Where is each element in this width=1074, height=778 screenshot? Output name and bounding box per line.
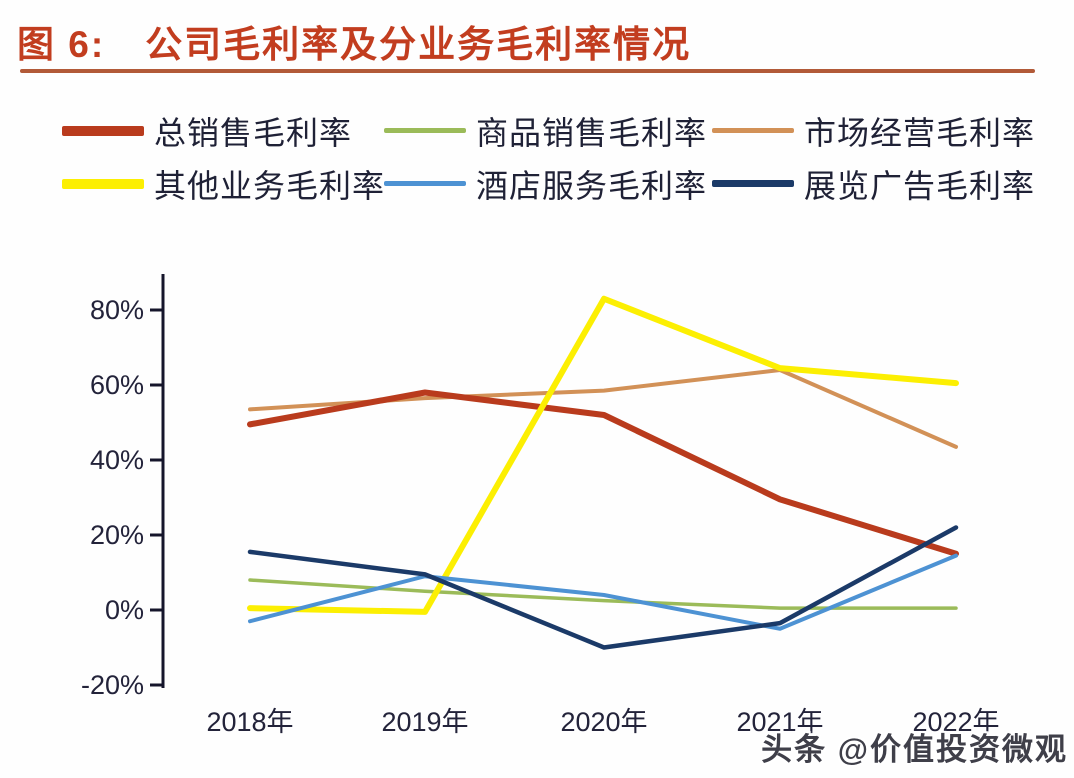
y-tick-label: 20% — [90, 520, 144, 550]
legend-label: 其他业务毛利率 — [154, 167, 386, 204]
title-underline-divider — [20, 69, 1035, 73]
legend-swatch-icon — [384, 181, 466, 186]
legend-swatch-icon — [384, 128, 466, 133]
figure-title-text: 公司毛利率及分业务毛利率情况 — [145, 24, 692, 65]
y-tick-label: -20% — [81, 670, 144, 700]
series-line — [247, 389, 959, 557]
series-line — [247, 525, 959, 650]
series-line — [247, 295, 959, 615]
x-tick-label: 2022年 — [912, 707, 999, 737]
legend-item: 总销售毛利率 — [62, 104, 352, 157]
y-tick-label: 40% — [90, 445, 144, 475]
legend-swatch-icon — [62, 125, 144, 136]
series-line — [248, 578, 958, 610]
legend-item: 市场经营毛利率 — [712, 104, 1035, 157]
watermark: 头条 @价值投资微观 — [761, 732, 1068, 767]
figure-number: 图 6: — [17, 24, 106, 65]
x-tick-label: 2020年 — [560, 707, 647, 737]
legend-item: 其他业务毛利率 — [62, 157, 385, 210]
legend-label: 市场经营毛利率 — [804, 114, 1036, 151]
legend-label: 商品销售毛利率 — [476, 114, 708, 151]
x-tick-label: 2021年 — [736, 707, 823, 737]
legend-item: 酒店服务毛利率 — [384, 157, 707, 210]
legend-label: 展览广告毛利率 — [804, 167, 1036, 204]
legend-item: 展览广告毛利率 — [712, 157, 1035, 210]
y-tick-label: 60% — [90, 370, 144, 400]
series-line — [248, 368, 958, 449]
legend-label: 总销售毛利率 — [154, 114, 353, 151]
legend-item: 商品销售毛利率 — [384, 104, 707, 157]
y-tick-label: 80% — [90, 295, 144, 325]
x-tick-label: 2018年 — [206, 707, 293, 737]
legend-label: 酒店服务毛利率 — [476, 167, 708, 204]
legend-swatch-icon — [62, 178, 144, 189]
figure-title: 图 6: 公司毛利率及分业务毛利率情况 — [17, 14, 691, 68]
x-tick-label: 2019年 — [381, 707, 468, 737]
series-line — [248, 553, 958, 631]
legend-swatch-icon — [712, 128, 794, 133]
y-tick-label: 0% — [105, 595, 144, 625]
legend-swatch-icon — [712, 180, 794, 187]
chart-legend: 总销售毛利率 商品销售毛利率 市场经营毛利率其他业务毛利率 酒店服务毛利率 展览广告毛利… — [0, 104, 1074, 212]
